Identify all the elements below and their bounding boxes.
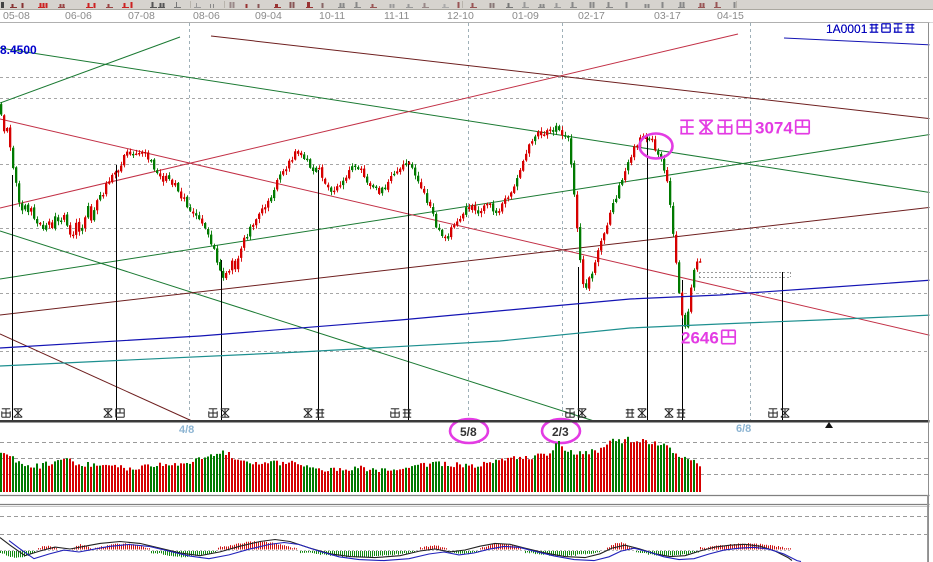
svg-text:07-08: 07-08 <box>128 10 155 22</box>
svg-text:09-04: 09-04 <box>255 10 282 22</box>
svg-text:1A0001: 1A0001 <box>826 22 868 36</box>
svg-text:05-08: 05-08 <box>3 10 30 22</box>
svg-text:08-06: 08-06 <box>193 10 220 22</box>
svg-text:10-11: 10-11 <box>319 10 345 22</box>
svg-text:3074: 3074 <box>755 119 793 138</box>
svg-text:01-09: 01-09 <box>512 10 539 22</box>
svg-text:12-10: 12-10 <box>447 10 474 22</box>
svg-text:04-15: 04-15 <box>717 10 744 22</box>
svg-text:8.4500: 8.4500 <box>0 43 37 57</box>
svg-text:02-17: 02-17 <box>578 10 605 22</box>
svg-text:2/3: 2/3 <box>552 425 569 439</box>
svg-text:03-17: 03-17 <box>654 10 681 22</box>
svg-text:6/8: 6/8 <box>736 423 751 435</box>
svg-text:06-06: 06-06 <box>65 10 92 22</box>
svg-text:1A0001: 1A0001 <box>826 22 868 36</box>
svg-text:4/8: 4/8 <box>179 424 194 436</box>
svg-text:5/8: 5/8 <box>460 425 477 439</box>
svg-text:2646: 2646 <box>681 329 719 348</box>
svg-text:11-11: 11-11 <box>384 10 409 22</box>
